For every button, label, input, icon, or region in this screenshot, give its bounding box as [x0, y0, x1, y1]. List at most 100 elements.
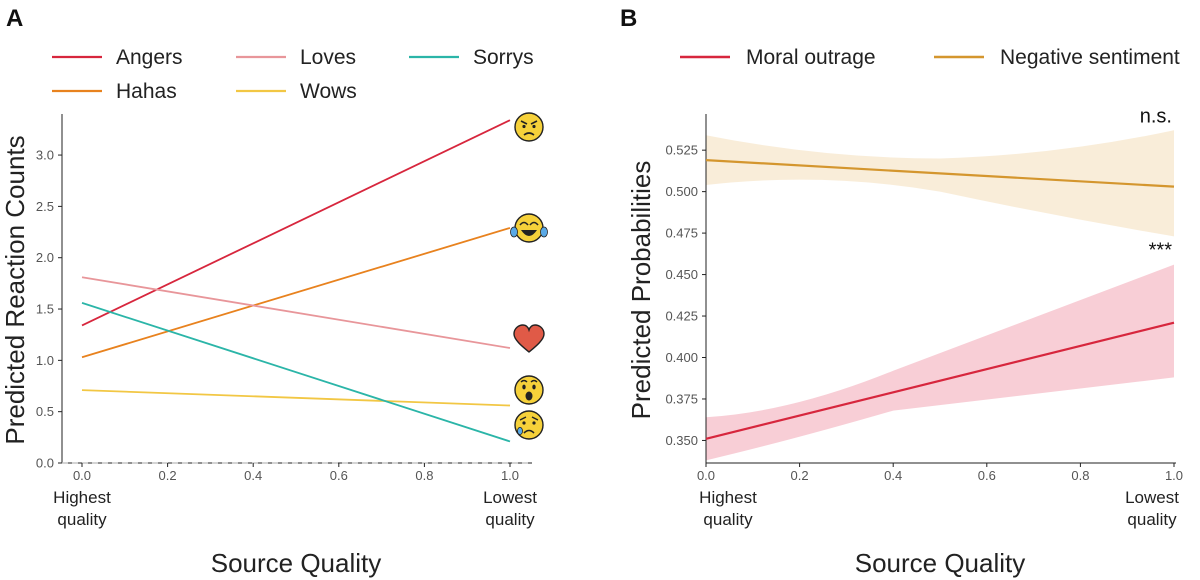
panel-b-label: B — [620, 5, 637, 32]
x-tick-label: 0.2 — [159, 468, 177, 483]
y-tick-label: 0.500 — [665, 184, 698, 199]
series-line-moral-outrage — [705, 321, 1175, 440]
y-tick-label: 1.0 — [36, 353, 54, 368]
y-tick-label: 0.375 — [665, 391, 698, 406]
mouth — [523, 132, 535, 136]
x-tick-label: 0.6 — [978, 468, 996, 483]
eyes — [519, 221, 539, 226]
y-tick-label: 0.400 — [665, 350, 698, 365]
y-tick-label: 2.0 — [36, 250, 54, 265]
series-line-angers — [81, 119, 511, 327]
eye — [532, 384, 536, 390]
x-end-label-right: Lowest — [483, 488, 537, 507]
angry-face-icon — [514, 112, 544, 142]
panel-b-y-axis-title: Predicted Probabilities — [626, 161, 656, 420]
panel-a-y-ticks: 0.0 0.5 1.0 1.5 2.0 2.5 3.0 — [36, 148, 62, 471]
x-end-label-left: quality — [57, 510, 107, 529]
x-end-label-right: quality — [1127, 510, 1177, 529]
tear — [510, 226, 518, 238]
legend-label-negative-sentiment: Negative sentiment — [1000, 46, 1180, 69]
brows — [520, 120, 538, 125]
legend-label-sorrys: Sorrys — [473, 46, 534, 69]
x-tick-label: 0.6 — [330, 468, 348, 483]
eye — [522, 384, 526, 390]
series-line-hahas — [81, 227, 511, 359]
panel-a-x-ticks: 0.0 0.2 0.4 0.6 0.8 1.0 — [73, 463, 519, 483]
brows — [519, 416, 539, 421]
y-tick-label: 0.450 — [665, 267, 698, 282]
panel-a-series — [81, 119, 511, 443]
series-line-negative-sentiment — [705, 159, 1175, 188]
mouth — [521, 230, 537, 236]
x-tick-label: 0.4 — [244, 468, 262, 483]
eye — [522, 421, 526, 425]
legend-label-loves: Loves — [300, 46, 356, 69]
x-end-label-left: Highest — [53, 488, 111, 507]
panel-a-reaction-icons — [510, 112, 548, 440]
legend-label-moral-outrage: Moral outrage — [746, 46, 876, 69]
face-circle — [514, 213, 544, 243]
tear — [540, 226, 548, 238]
x-tick-label: 0.2 — [791, 468, 809, 483]
y-tick-label: 0.525 — [665, 143, 698, 158]
panel-b: B Moral outrage Negative sentiment 0.3500… — [620, 5, 1183, 578]
panel-b-confidence-bands — [706, 130, 1174, 461]
x-tick-label: 0.0 — [73, 468, 91, 483]
y-tick-label: 0.350 — [665, 433, 698, 448]
x-tick-label: 0.0 — [697, 468, 715, 483]
x-end-label-left: quality — [703, 510, 753, 529]
x-end-label-left: Highest — [699, 488, 757, 507]
series-line-wows — [81, 389, 511, 407]
panel-b-y-ticks: 0.350 0.375 0.400 0.425 0.450 0.475 0.500 0.525 — [665, 143, 706, 448]
eye — [532, 421, 536, 425]
y-tick-label: 0.425 — [665, 309, 698, 324]
panel-b-legend: Moral outrage Negative sentiment — [680, 46, 1180, 69]
eye — [532, 124, 536, 129]
panel-a-y-axis-title: Predicted Reaction Counts — [0, 135, 30, 444]
mouth — [523, 429, 535, 434]
series-line-loves — [81, 276, 511, 349]
y-tick-label: 0.475 — [665, 226, 698, 241]
eye — [522, 124, 526, 129]
face-circle — [514, 112, 544, 142]
y-tick-label: 1.5 — [36, 302, 54, 317]
panel-a-legend: Angers Loves Sorrys Hahas Wows — [52, 46, 534, 103]
series-line-sorrys — [81, 302, 511, 443]
x-end-label-right: Lowest — [1125, 488, 1179, 507]
heart-shape — [513, 324, 545, 353]
mouth — [525, 391, 533, 401]
panel-a-x-axis-title: Source Quality — [211, 548, 382, 578]
panel-b-end-labels: Highest quality Lowest quality — [699, 488, 1179, 529]
tear — [517, 427, 523, 435]
legend-label-angers: Angers — [116, 46, 183, 69]
x-tick-label: 0.8 — [415, 468, 433, 483]
panel-b-series — [705, 159, 1175, 440]
laughing-face-icon — [510, 213, 548, 243]
panel-a-label: A — [6, 5, 23, 32]
y-tick-label: 0.0 — [36, 456, 54, 471]
panel-a-end-labels: Highest quality Lowest quality — [53, 488, 537, 529]
ci-band-moral-outrage — [706, 264, 1174, 461]
ci-band-negative-sentiment — [706, 130, 1174, 237]
x-end-label-right: quality — [485, 510, 535, 529]
y-tick-label: 2.5 — [36, 199, 54, 214]
sad-face-icon — [514, 410, 544, 440]
face-circle — [514, 375, 544, 405]
panel-b-x-axis-title: Source Quality — [855, 548, 1026, 578]
panel-b-significance-labels: *** n.s. — [1140, 105, 1172, 261]
panel-b-x-ticks: 0.0 0.2 0.4 0.6 0.8 1.0 — [697, 463, 1183, 483]
brows — [520, 379, 538, 383]
legend-label-hahas: Hahas — [116, 80, 177, 103]
y-tick-label: 0.5 — [36, 404, 54, 419]
significance-label-negative-sentiment: n.s. — [1140, 105, 1172, 127]
x-tick-label: 1.0 — [1165, 468, 1183, 483]
x-tick-label: 0.8 — [1071, 468, 1089, 483]
wow-face-icon — [514, 375, 544, 405]
heart-icon — [513, 324, 545, 353]
significance-label-moral-outrage: *** — [1149, 240, 1173, 262]
y-tick-label: 3.0 — [36, 148, 54, 163]
legend-label-wows: Wows — [300, 80, 357, 103]
x-tick-label: 0.4 — [884, 468, 902, 483]
panel-a: A Angers Loves Sorrys Hahas Wows 0.0 0.5 1.0 1.… — [0, 5, 548, 578]
